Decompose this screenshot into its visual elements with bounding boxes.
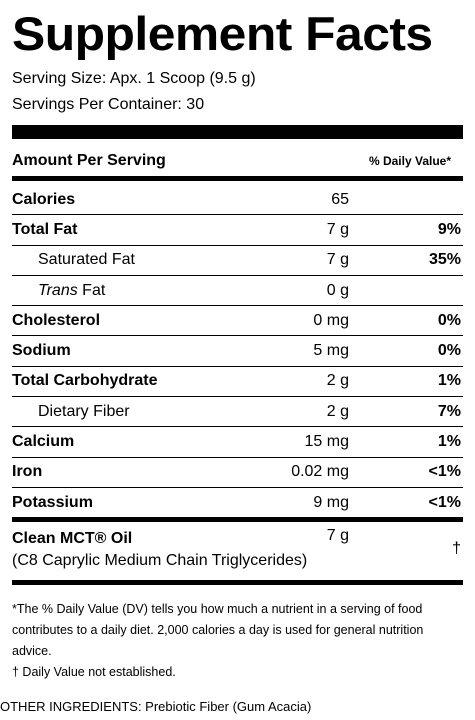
nutrient-name: Saturated Fat [38, 251, 135, 269]
trans-italic: Trans [38, 281, 78, 299]
nutrient-name: Trans Fat [12, 282, 263, 300]
nutrient-row-dietary-fiber: Dietary Fiber 2 g 7% [12, 396, 463, 426]
other-ingredients: OTHER INGREDIENTS: Prebiotic Fiber (Gum … [0, 699, 312, 714]
serving-size: Serving Size: Apx. 1 Scoop (9.5 g) [12, 70, 256, 87]
supplement-facts-panel: Supplement Facts Serving Size: Apx. 1 Sc… [12, 0, 463, 683]
mct-dagger: † [452, 540, 461, 558]
nutrient-amount: 15 mg [304, 433, 349, 451]
nutrient-dv: 35% [428, 251, 461, 269]
nutrient-name: Potassium [12, 493, 93, 511]
nutrient-rows: Calories 65 Total Fat 7 g 9% Saturated F… [12, 185, 463, 517]
nutrient-dv: 0% [437, 342, 461, 360]
nutrient-name: Total Fat [12, 220, 78, 238]
amount-per-serving-label: Amount Per Serving [12, 151, 166, 169]
nutrient-row-cholesterol: Cholesterol 0 mg 0% [12, 305, 463, 335]
nutrient-name: Dietary Fiber [38, 402, 130, 420]
mct-name: Clean MCT® Oil [12, 530, 133, 548]
nutrient-dv: 9% [437, 220, 461, 238]
nutrient-amount: 0.02 mg [291, 463, 349, 481]
mct-divider [12, 517, 463, 523]
nutrient-dv: 1% [437, 372, 461, 390]
servings-per-container: Servings Per Container: 30 [12, 96, 205, 113]
footnote-dagger: † Daily Value not established. [12, 665, 176, 680]
nutrient-row-saturated-fat: Saturated Fat 7 g 35% [12, 244, 463, 275]
header-divider [12, 176, 463, 181]
daily-value-header: % Daily Value* [368, 153, 451, 168]
nutrient-amount: 65 [331, 190, 349, 208]
mct-amount: 7 g [326, 527, 349, 545]
nutrient-row-iron: Iron 0.02 mg <1% [12, 456, 463, 487]
nutrient-name: Cholesterol [12, 311, 101, 329]
nutrient-row-trans-fat: Trans Fat 0 g [12, 274, 463, 305]
nutrient-dv: <1% [428, 493, 461, 511]
nutrient-row-sodium: Sodium 5 mg 0% [12, 335, 463, 365]
nutrient-row-total-fat: Total Fat 7 g 9% [12, 214, 463, 244]
nutrient-name: Calcium [12, 433, 75, 451]
nutrient-row-potassium: Potassium 9 mg <1% [12, 486, 463, 517]
nutrient-dv: <1% [428, 463, 461, 481]
mct-description: (C8 Caprylic Medium Chain Triglycerides) [12, 552, 308, 570]
thick-divider [12, 125, 463, 139]
nutrient-name: Calories [12, 190, 76, 208]
nutrient-amount: 0 g [326, 281, 349, 299]
nutrient-name: Iron [12, 463, 43, 481]
footnotes: *The % Daily Value (DV) tells you how mu… [12, 599, 463, 683]
trans-rest: Fat [77, 281, 106, 299]
panel-title: Supplement Facts [12, 7, 433, 60]
nutrient-amount: 5 mg [313, 342, 349, 360]
nutrient-amount: 2 g [326, 372, 349, 390]
nutrient-amount: 2 g [326, 402, 349, 420]
mct-row: Clean MCT® Oil 7 g (C8 Caprylic Medium C… [12, 522, 463, 580]
nutrient-dv: 1% [437, 433, 461, 451]
nutrient-dv: 7% [437, 402, 461, 420]
nutrient-dv: 0% [437, 311, 461, 329]
table-header: Amount Per Serving % Daily Value* [12, 139, 463, 176]
nutrient-row-total-carbohydrate: Total Carbohydrate 2 g 1% [12, 365, 463, 396]
nutrient-name: Total Carbohydrate [12, 372, 158, 390]
nutrient-amount: 7 g [326, 220, 349, 238]
nutrient-amount: 7 g [326, 251, 349, 269]
footer-divider [12, 580, 463, 586]
nutrient-name: Sodium [12, 342, 71, 360]
footnote-daily-value: *The % Daily Value (DV) tells you how mu… [12, 602, 424, 659]
nutrient-row-calories: Calories 65 [12, 185, 463, 214]
serving-info: Serving Size: Apx. 1 Scoop (9.5 g) Servi… [12, 66, 463, 118]
nutrient-row-calcium: Calcium 15 mg 1% [12, 426, 463, 456]
nutrient-amount: 9 mg [313, 493, 349, 511]
nutrient-amount: 0 mg [313, 311, 349, 329]
